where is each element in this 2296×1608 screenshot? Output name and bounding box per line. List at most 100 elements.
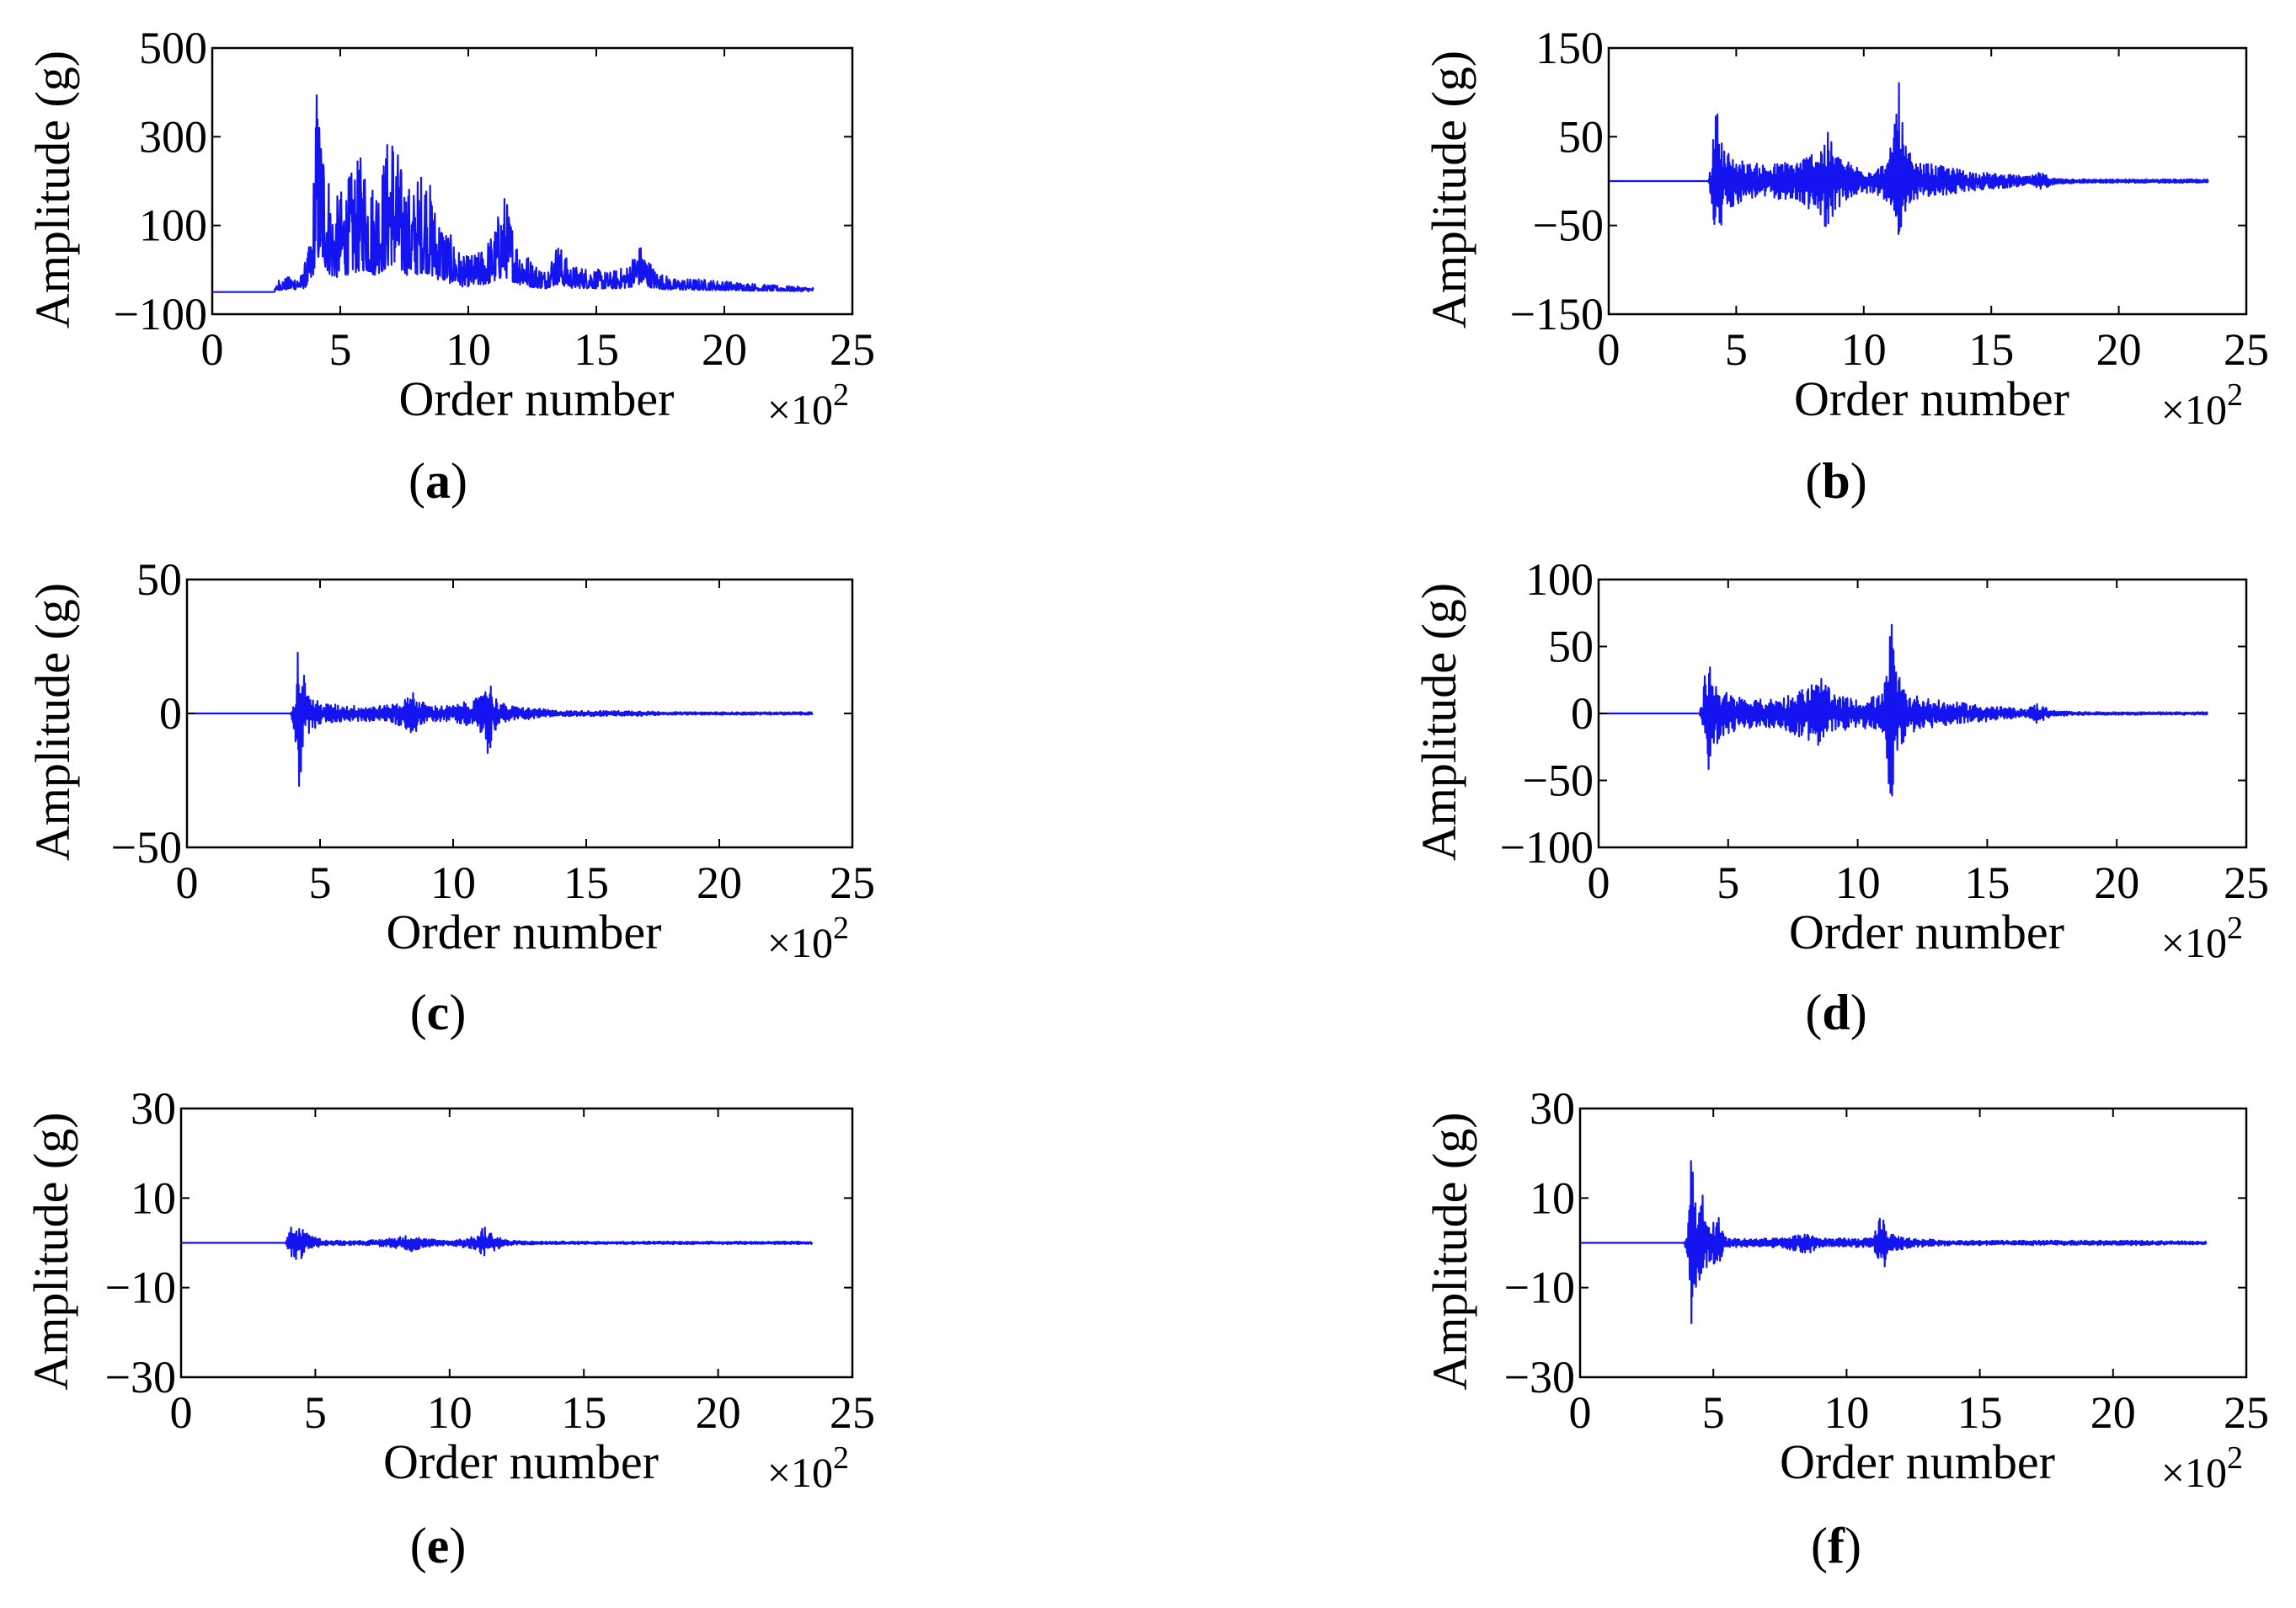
x-tick-label: 20 [696, 1387, 741, 1438]
y-tick-label: −100 [1500, 822, 1594, 873]
y-tick-label: −100 [114, 289, 207, 339]
x-tick-label: 5 [1725, 324, 1748, 375]
panel-a: 0 5 10 15 20 25 500 300 100 −100 Order number ×102 A… [25, 23, 875, 509]
panel-e: 0 5 10 15 20 25 30 10 −10 −30 Order number ×102 Ampl… [24, 1083, 875, 1573]
y-tick-label: 300 [139, 111, 207, 162]
y-tick-label: −30 [1504, 1352, 1575, 1402]
x-axis-title: Order number [1780, 1434, 2055, 1489]
x-multiplier: ×102 [2161, 377, 2243, 433]
y-tick-label: 50 [1558, 111, 1604, 162]
y-tick-label: 30 [1530, 1083, 1575, 1134]
x-tick-label: 25 [830, 324, 875, 375]
x-tick-label: 15 [1957, 1387, 2003, 1438]
x-axis-title: Order number [383, 1434, 659, 1489]
x-multiplier: ×102 [767, 911, 849, 966]
x-tick-label: 25 [830, 857, 875, 908]
panel-caption: (d) [1805, 985, 1866, 1040]
x-multiplier: ×102 [767, 377, 849, 433]
series-line [1579, 1160, 2208, 1324]
x-tick-label: 15 [561, 1387, 606, 1438]
x-tick-label: 5 [309, 857, 332, 908]
axes-frame [211, 46, 854, 316]
y-tick-label: 100 [1525, 554, 1594, 605]
x-multiplier: ×102 [2161, 1440, 2243, 1496]
y-tick-label: 50 [136, 554, 182, 605]
x-tick-label: 5 [1717, 857, 1739, 908]
y-tick-label: −10 [105, 1263, 176, 1313]
y-tick-label: −10 [1504, 1263, 1575, 1313]
x-tick-label: 20 [2096, 324, 2142, 375]
series-line [186, 651, 814, 788]
x-tick-label: 0 [176, 857, 199, 908]
y-axis-title: Amplitude (g) [1412, 583, 1466, 861]
x-tick-label: 0 [170, 1387, 193, 1438]
panel-caption: (e) [410, 1518, 467, 1573]
axes-frame [179, 1107, 854, 1379]
y-axis-title: Amplitude (g) [24, 1112, 78, 1390]
x-axis-title: Order number [387, 905, 662, 959]
panel-b: 0 5 10 15 20 25 150 50 −50 −150 Order number ×102 Am… [1422, 23, 2269, 509]
panel-caption: (f) [1811, 1518, 1861, 1573]
panel-f: 0 5 10 15 20 25 30 10 −10 −30 Order number ×102 Ampl… [1423, 1083, 2269, 1573]
x-tick-label: 20 [2094, 857, 2139, 908]
panel-caption: (c) [410, 985, 467, 1040]
x-tick-label: 5 [304, 1387, 327, 1438]
axes-frame [1578, 1107, 2248, 1379]
x-multiplier: ×102 [767, 1440, 849, 1496]
x-tick-label: 0 [1588, 857, 1610, 908]
x-tick-label: 20 [2090, 1387, 2136, 1438]
x-axis-title: Order number [399, 371, 675, 426]
x-tick-label: 5 [1702, 1387, 1725, 1438]
x-tick-label: 5 [329, 324, 352, 375]
x-tick-label: 0 [1598, 324, 1621, 375]
x-multiplier: ×102 [2161, 911, 2243, 966]
x-tick-label: 25 [2224, 857, 2269, 908]
y-tick-label: 0 [159, 688, 182, 739]
series-line [211, 94, 814, 293]
y-axis-title: Amplitude (g) [1423, 1112, 1477, 1390]
axes-frame [1607, 46, 2248, 316]
panel-caption: (a) [408, 453, 467, 509]
x-tick-label: 0 [1569, 1387, 1592, 1438]
y-tick-label: 10 [1530, 1173, 1575, 1223]
y-tick-label: 50 [1548, 622, 1594, 672]
x-tick-label: 25 [830, 1387, 875, 1438]
y-axis-title: Amplitude (g) [1422, 51, 1476, 329]
y-tick-label: 150 [1535, 23, 1604, 73]
x-tick-label: 15 [574, 324, 619, 375]
x-tick-label: 25 [2224, 324, 2269, 375]
y-axis-title: Amplitude (g) [25, 51, 80, 329]
x-tick-label: 10 [430, 857, 476, 908]
x-axis-title: Order number [1789, 905, 2064, 959]
series-line [1608, 82, 2209, 235]
panel-caption: (b) [1805, 453, 1866, 509]
x-tick-label: 15 [1968, 324, 2014, 375]
panel-d: 0 5 10 15 20 25 100 50 0 −50 −100 Order number ×102 A… [1412, 554, 2269, 1040]
y-axis-title: Amplitude (g) [25, 583, 80, 861]
y-tick-label: −50 [1523, 756, 1594, 806]
x-tick-label: 15 [1964, 857, 2010, 908]
x-tick-label: 20 [697, 857, 742, 908]
x-tick-label: 10 [1841, 324, 1887, 375]
y-tick-label: 100 [139, 200, 207, 251]
y-tick-label: −150 [1510, 289, 1604, 339]
x-tick-label: 20 [702, 324, 747, 375]
x-tick-label: 10 [427, 1387, 473, 1438]
y-tick-label: −30 [105, 1352, 176, 1402]
x-tick-label: 0 [201, 324, 224, 375]
series-line [1598, 623, 2208, 797]
x-tick-label: 10 [1823, 1387, 1869, 1438]
y-tick-label: −50 [111, 822, 182, 873]
x-tick-label: 15 [563, 857, 609, 908]
y-tick-label: 500 [139, 23, 207, 73]
y-tick-label: −50 [1533, 200, 1604, 251]
y-tick-label: 10 [131, 1173, 176, 1223]
x-tick-label: 25 [2224, 1387, 2269, 1438]
y-tick-label: 0 [1571, 688, 1594, 739]
x-tick-label: 10 [446, 324, 491, 375]
series-line [180, 1226, 814, 1260]
x-axis-title: Order number [1794, 371, 2069, 426]
x-tick-label: 10 [1835, 857, 1881, 908]
